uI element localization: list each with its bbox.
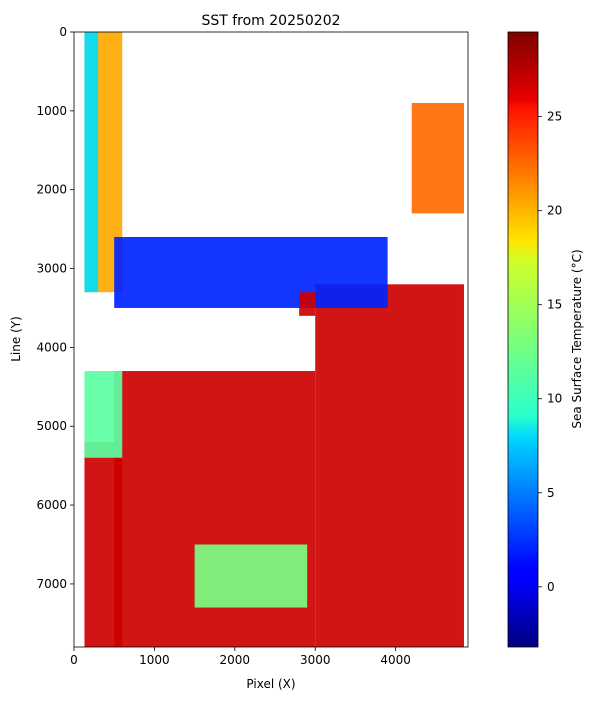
sst-region bbox=[114, 237, 388, 308]
x-tick-label: 1000 bbox=[139, 653, 170, 667]
y-tick-label: 3000 bbox=[36, 262, 67, 276]
colorbar-tick-label: 20 bbox=[547, 204, 562, 218]
colorbar-tick-label: 5 bbox=[547, 486, 555, 500]
colorbar-tick-label: 0 bbox=[547, 580, 555, 594]
y-axis-label: Line (Y) bbox=[9, 316, 23, 362]
y-axis: 0 1000 2000 3000 4000 5000 6000 7000 bbox=[36, 25, 74, 591]
colorbar-tick-label: 10 bbox=[547, 392, 562, 406]
x-tick-label: 3000 bbox=[300, 653, 331, 667]
x-tick-label: 4000 bbox=[380, 653, 411, 667]
sst-region bbox=[84, 32, 99, 293]
y-tick-label: 6000 bbox=[36, 498, 67, 512]
sst-region bbox=[411, 102, 464, 214]
x-tick-label: 0 bbox=[70, 653, 78, 667]
y-tick-label: 0 bbox=[59, 25, 67, 39]
chart-title: SST from 20250202 bbox=[201, 13, 340, 29]
y-tick-label: 2000 bbox=[36, 183, 67, 197]
sst-region bbox=[315, 284, 464, 647]
y-tick-label: 4000 bbox=[36, 340, 67, 354]
sst-region bbox=[299, 292, 316, 316]
sst-heatmap bbox=[84, 32, 464, 647]
colorbar-axis: 0 5 10 15 20 25 bbox=[538, 110, 562, 594]
sst-region bbox=[194, 544, 308, 608]
y-tick-label: 1000 bbox=[36, 104, 67, 118]
y-tick-label: 5000 bbox=[36, 419, 67, 433]
y-tick-label: 7000 bbox=[36, 577, 67, 591]
colorbar-label: Sea Surface Temperature (°C) bbox=[570, 249, 584, 428]
colorbar-tick-label: 25 bbox=[547, 110, 562, 124]
plot-frame bbox=[73, 31, 469, 648]
x-axis-label: Pixel (X) bbox=[246, 677, 295, 691]
sst-region bbox=[84, 442, 123, 647]
sst-region bbox=[84, 371, 123, 458]
colorbar-tick-label: 15 bbox=[547, 298, 562, 312]
x-axis: 0 1000 2000 3000 4000 bbox=[70, 647, 411, 667]
x-tick-label: 2000 bbox=[220, 653, 251, 667]
colorbar bbox=[507, 31, 539, 648]
